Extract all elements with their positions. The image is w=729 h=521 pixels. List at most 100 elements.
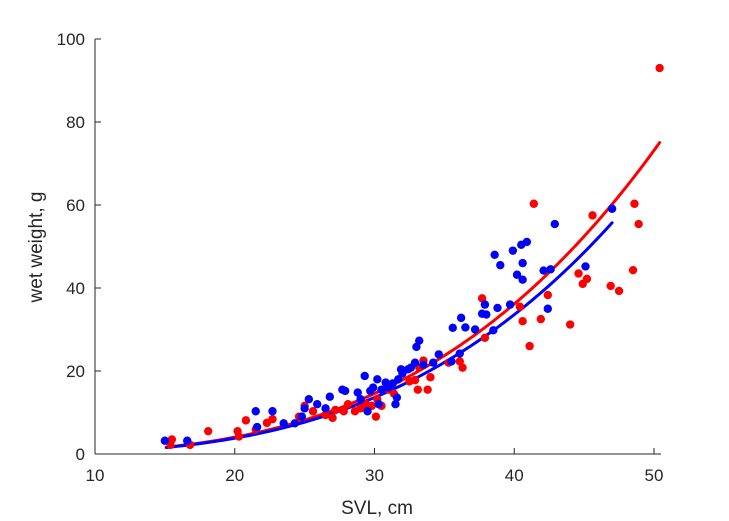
data-point: [634, 219, 643, 229]
data-point: [565, 320, 575, 329]
data-point: [522, 237, 532, 247]
data-point: [160, 436, 170, 445]
data-point: [434, 350, 443, 359]
data-point: [518, 258, 527, 268]
data-point: [426, 373, 435, 382]
data-point: [331, 405, 340, 415]
x-tick-label: 40: [505, 466, 524, 485]
data-point: [419, 360, 428, 369]
data-point: [489, 326, 498, 335]
data-points: [160, 63, 664, 450]
data-point: [543, 304, 552, 313]
data-point: [340, 386, 350, 396]
data-point: [410, 375, 420, 385]
data-point: [268, 407, 277, 416]
data-point: [313, 400, 322, 409]
data-point: [518, 275, 527, 284]
data-point: [505, 300, 515, 309]
x-tick-label: 30: [365, 466, 384, 485]
y-tick-label: 40: [66, 279, 85, 298]
data-point: [290, 419, 300, 428]
y-tick-label: 100: [57, 30, 85, 49]
x-tick-label: 10: [86, 466, 105, 485]
data-point: [543, 290, 552, 300]
data-point: [321, 404, 330, 413]
data-point: [539, 266, 548, 275]
data-point: [480, 333, 490, 342]
y-tick-label: 60: [66, 196, 85, 215]
data-point: [518, 317, 527, 326]
data-point: [279, 419, 288, 428]
data-point: [480, 300, 490, 309]
data-point: [607, 204, 617, 213]
data-point: [448, 323, 457, 333]
data-point: [371, 412, 381, 421]
data-point: [461, 323, 470, 332]
data-point: [447, 357, 456, 366]
axes: [94, 39, 661, 455]
data-point: [470, 325, 480, 334]
data-point: [490, 250, 499, 259]
data-point: [391, 400, 400, 409]
data-point: [368, 383, 378, 392]
data-point: [606, 281, 615, 291]
data-point: [429, 358, 438, 367]
x-axis-label: SVL, cm: [341, 498, 413, 519]
data-point: [268, 414, 277, 424]
data-point: [458, 363, 467, 372]
data-point: [297, 412, 307, 421]
data-point: [300, 404, 309, 413]
data-point: [455, 349, 464, 358]
data-point: [512, 270, 522, 279]
data-point: [308, 407, 318, 416]
data-point: [415, 336, 424, 345]
data-point: [581, 262, 590, 271]
data-point: [252, 422, 262, 432]
series-2: [160, 204, 617, 445]
data-point: [343, 400, 353, 409]
data-point: [167, 435, 177, 444]
y-tick-label: 80: [66, 113, 85, 132]
data-point: [377, 385, 386, 394]
data-point: [374, 400, 383, 409]
x-tick-label: 50: [645, 466, 664, 485]
data-point: [392, 393, 402, 402]
data-point: [234, 432, 244, 441]
data-point: [339, 407, 348, 416]
data-point: [394, 375, 403, 384]
data-point: [582, 274, 592, 284]
data-point: [353, 388, 362, 397]
data-point: [328, 413, 337, 423]
data-point: [515, 302, 525, 311]
data-point: [628, 265, 638, 275]
data-point: [588, 211, 597, 220]
data-point: [536, 314, 546, 324]
data-point: [550, 219, 559, 229]
data-point: [241, 416, 251, 425]
data-point: [529, 199, 539, 208]
data-point: [655, 63, 664, 73]
data-point: [373, 375, 382, 384]
data-point: [614, 286, 624, 296]
data-point: [630, 199, 639, 208]
data-point: [321, 410, 330, 420]
tick-labels: 10 20 30 40 50 0 20 40 60 80 100: [57, 30, 664, 485]
data-point: [574, 269, 583, 278]
y-tick-label: 20: [66, 362, 85, 381]
data-point: [496, 260, 505, 270]
data-point: [183, 436, 192, 445]
data-point: [413, 385, 423, 394]
data-point: [410, 358, 420, 367]
tick-marks: [94, 38, 655, 455]
data-point: [525, 341, 534, 351]
x-tick-label: 20: [225, 466, 244, 485]
data-point: [546, 265, 555, 274]
data-point: [508, 246, 518, 255]
data-point: [251, 407, 260, 416]
data-point: [356, 395, 365, 404]
data-point: [423, 385, 432, 394]
y-tick-label: 0: [76, 445, 85, 464]
data-point: [304, 395, 314, 404]
